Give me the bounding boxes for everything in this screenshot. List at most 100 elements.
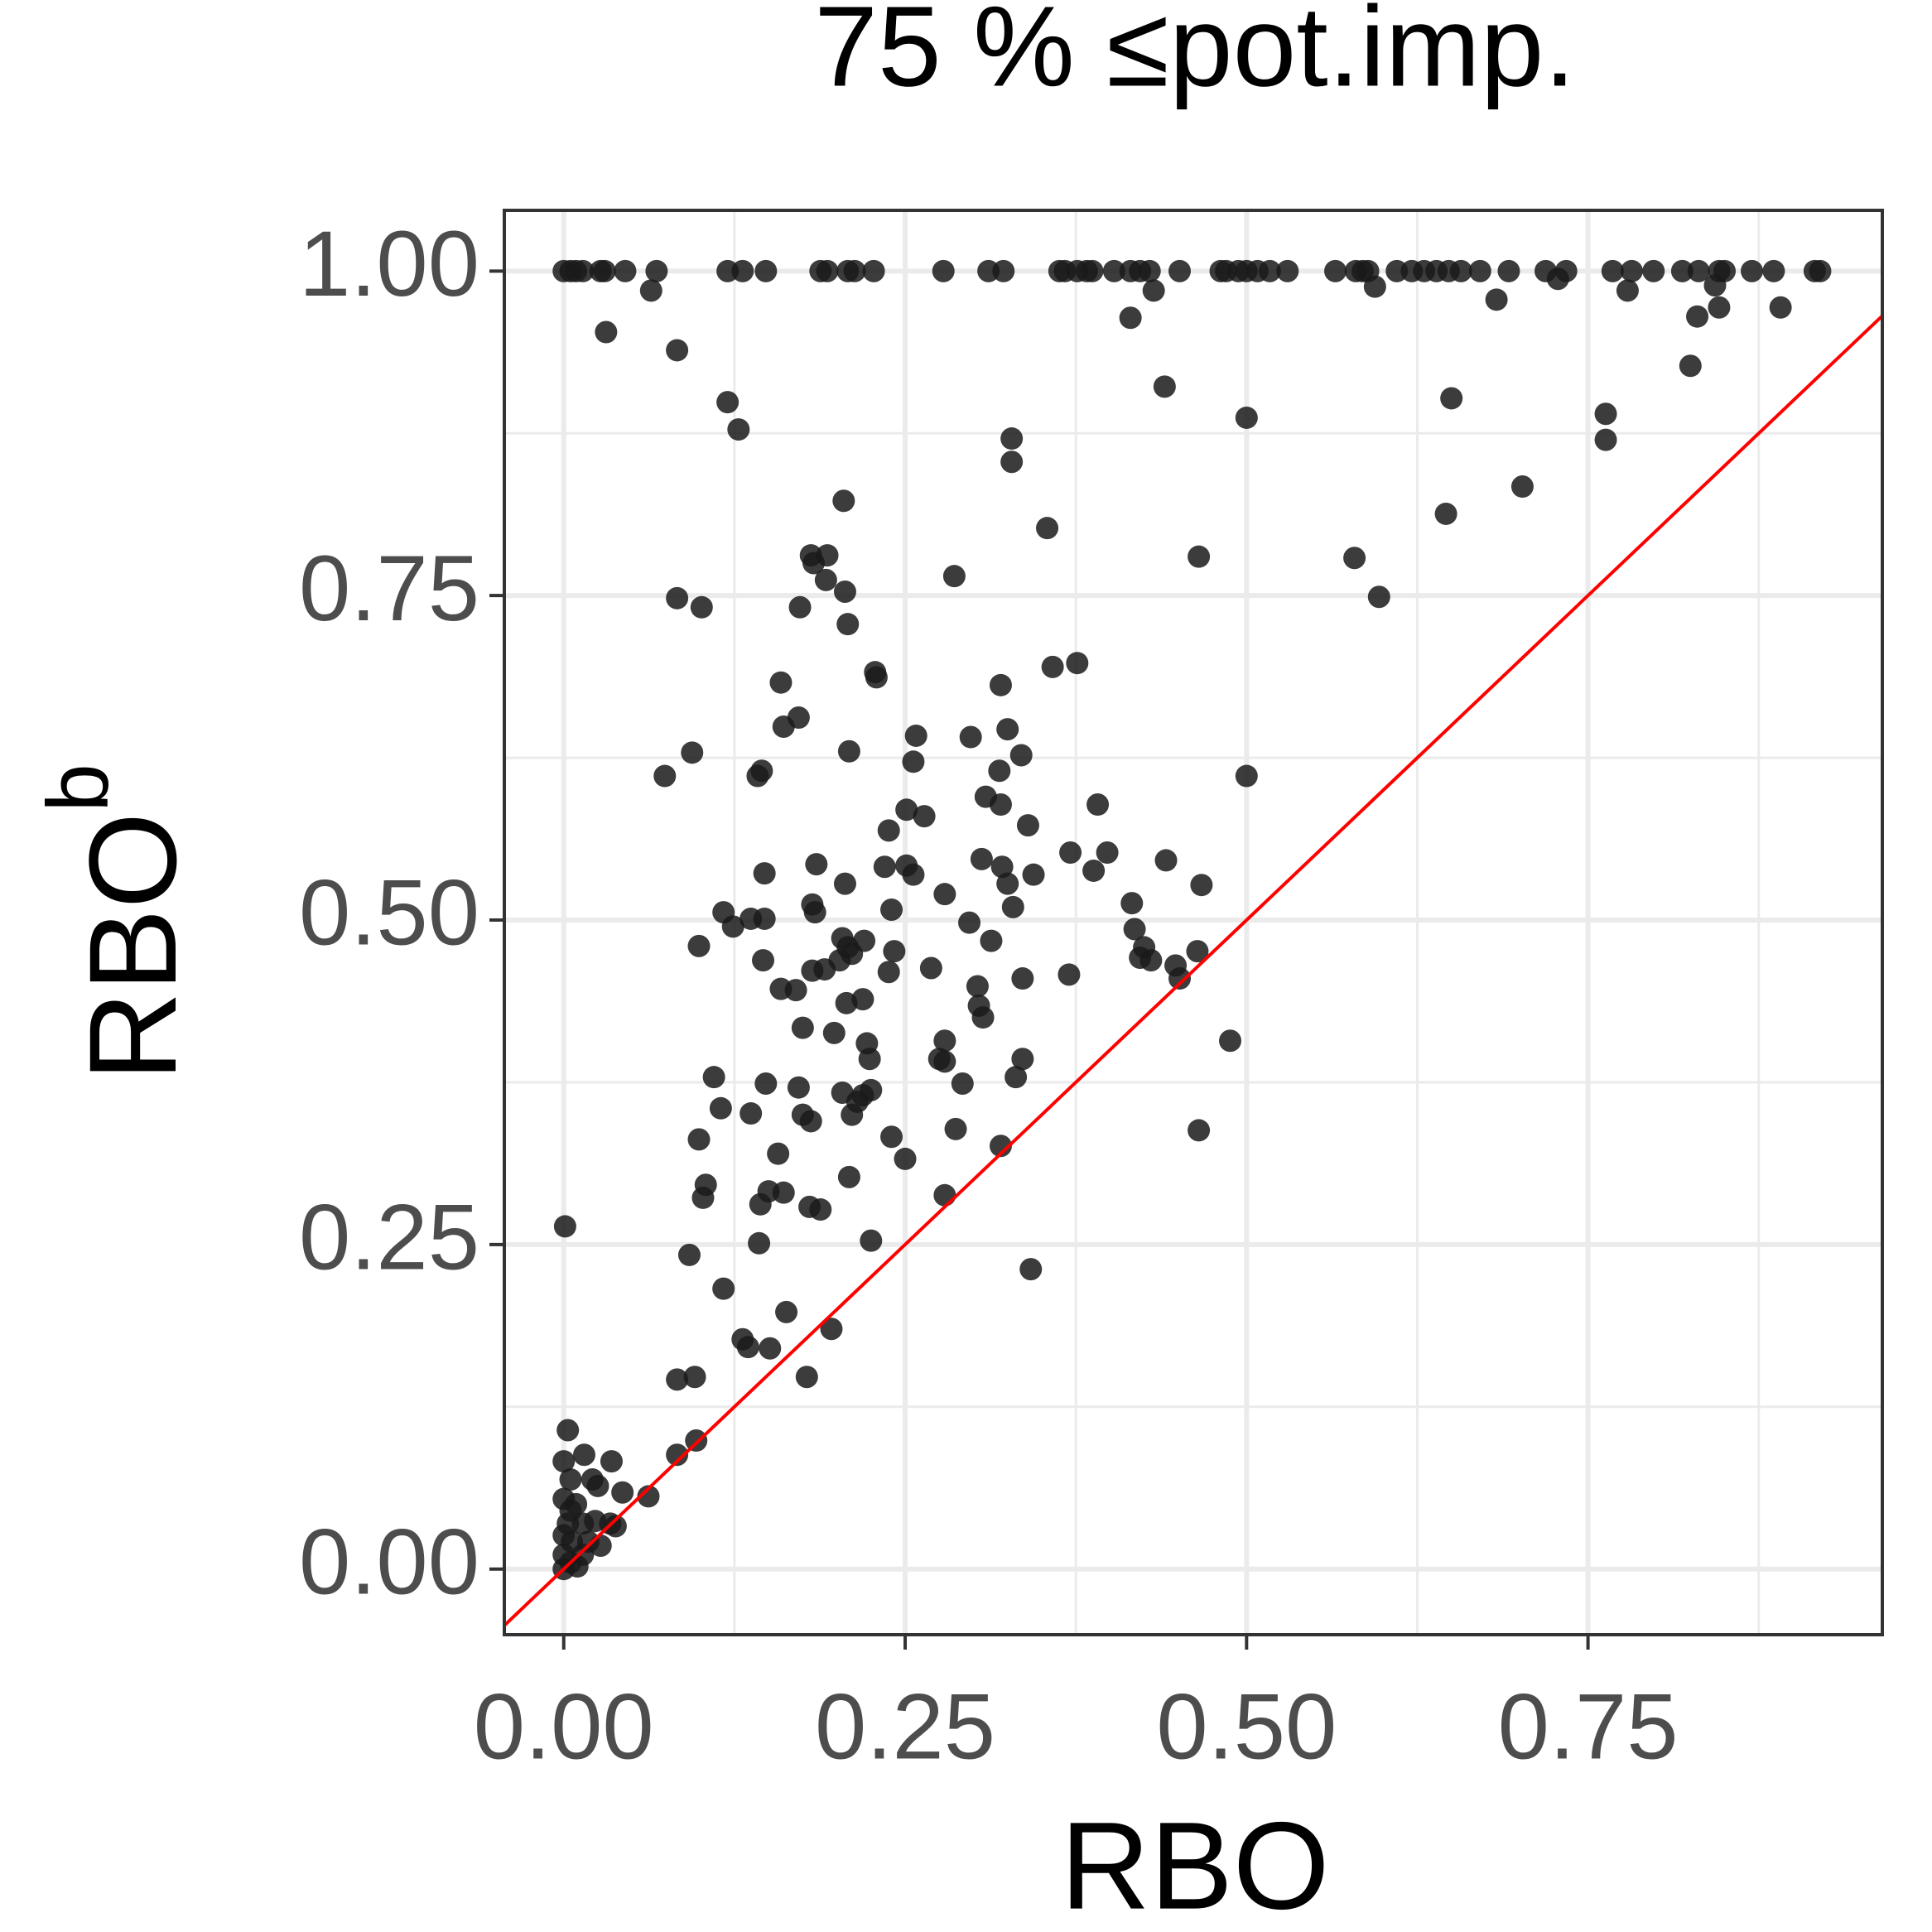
point (1011, 967, 1034, 990)
point (666, 1443, 689, 1467)
x-tick-label: 0.75 (1498, 1675, 1679, 1779)
chart-title: 75 % ≤pot.imp. (814, 0, 1576, 110)
point (1235, 406, 1258, 429)
point (1497, 259, 1520, 282)
point (1219, 1029, 1242, 1053)
point (645, 259, 668, 282)
point (1367, 585, 1390, 609)
point (556, 1512, 580, 1535)
point (877, 961, 900, 984)
point (753, 862, 776, 885)
point (1011, 1048, 1034, 1071)
y-tick-label: 0.50 (299, 861, 479, 965)
point (813, 958, 836, 981)
point (873, 855, 896, 879)
point (802, 552, 826, 575)
point (933, 1183, 956, 1207)
x-axis-title: RBO (1060, 1796, 1329, 1932)
point (904, 724, 927, 747)
point (637, 1485, 660, 1508)
point (595, 320, 618, 344)
point (816, 259, 839, 282)
point (614, 259, 637, 282)
point (958, 911, 981, 934)
point (552, 1450, 576, 1473)
point (1594, 428, 1617, 451)
y-tick-label: 1.00 (299, 212, 479, 316)
point (1188, 545, 1211, 568)
point (709, 1096, 732, 1120)
point (772, 1181, 795, 1204)
point (989, 793, 1012, 817)
point (966, 975, 989, 998)
point (858, 1048, 881, 1071)
point (837, 1165, 860, 1188)
point (1741, 259, 1764, 282)
plot-area (504, 259, 1882, 1627)
point (1022, 863, 1045, 886)
point (571, 259, 595, 282)
point (989, 673, 1012, 696)
point (681, 741, 704, 764)
point (666, 586, 689, 609)
point (1485, 288, 1508, 311)
point (919, 956, 942, 980)
point (1123, 918, 1146, 941)
point (992, 259, 1015, 282)
point (775, 1300, 798, 1323)
point (913, 805, 936, 828)
point (1102, 259, 1125, 282)
point (600, 1450, 623, 1473)
point (951, 1072, 974, 1096)
point (1120, 892, 1144, 915)
y-tick-label: 0.75 (299, 537, 479, 640)
point (1059, 841, 1082, 865)
point (1679, 354, 1702, 378)
point (1708, 296, 1731, 319)
point (1096, 841, 1119, 865)
point (788, 595, 812, 619)
point (604, 1515, 627, 1538)
point (1066, 652, 1089, 675)
point (769, 671, 793, 694)
point (754, 259, 778, 282)
point (1449, 259, 1472, 282)
point (553, 1215, 576, 1238)
x-tick-label: 0.00 (474, 1675, 654, 1779)
point (832, 489, 855, 513)
y-axis-title-main: RBO (63, 812, 202, 1082)
point (753, 907, 776, 930)
point (712, 1277, 735, 1300)
point (803, 901, 826, 924)
point (1809, 259, 1832, 282)
y-tick-label: 0.25 (299, 1185, 479, 1289)
point (880, 1125, 903, 1149)
point (1510, 475, 1534, 499)
point (716, 391, 740, 414)
point (836, 613, 860, 636)
point (556, 1419, 580, 1442)
point (1703, 274, 1727, 297)
point (1082, 859, 1106, 882)
y-tick-label: 0.00 (299, 1510, 479, 1613)
point (784, 979, 807, 1002)
point (880, 898, 903, 921)
point (1468, 259, 1491, 282)
point (1009, 744, 1033, 767)
point (731, 259, 754, 282)
point (666, 339, 689, 362)
point (611, 1481, 634, 1504)
point (820, 1318, 843, 1341)
point (1188, 1119, 1211, 1142)
point (1019, 1258, 1043, 1281)
point (1186, 940, 1209, 963)
point (1258, 259, 1281, 282)
point (860, 1229, 883, 1252)
point (759, 1337, 782, 1360)
point (933, 883, 956, 906)
point (1363, 275, 1386, 298)
point (1235, 764, 1258, 788)
point (748, 1231, 771, 1255)
point (843, 259, 866, 282)
point (1153, 375, 1176, 398)
